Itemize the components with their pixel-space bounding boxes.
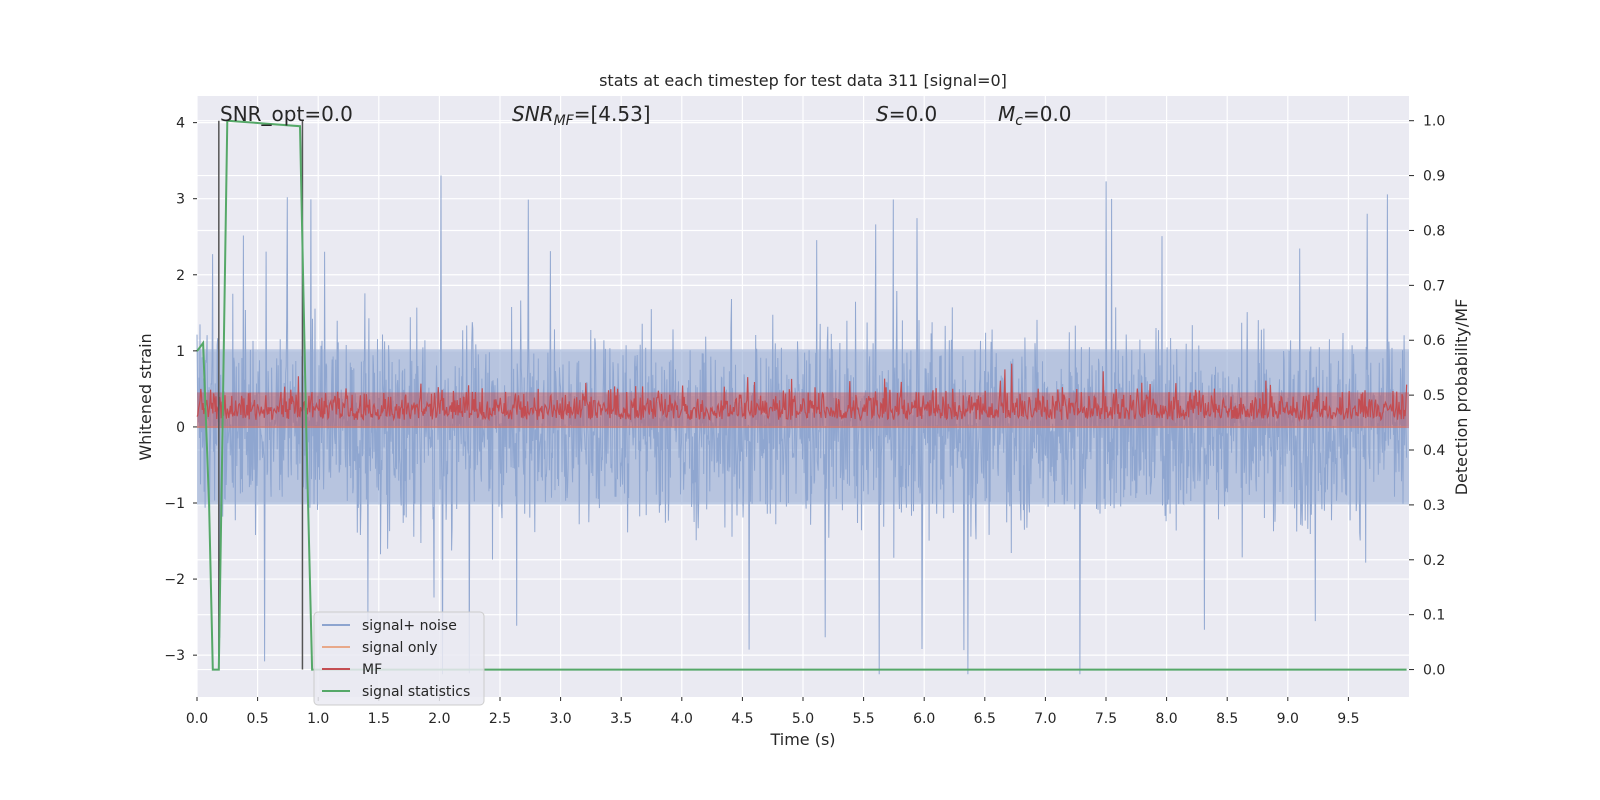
x-tick-label: 5.5 (852, 711, 874, 727)
x-tick-label: 1.5 (368, 711, 390, 727)
y-tick-label: 4 (176, 116, 185, 132)
y2-tick-label: 1.0 (1423, 114, 1445, 130)
s-value: =0.0 (889, 102, 938, 126)
snr-mf-annotation: SNRMF=[4.53] (512, 102, 651, 129)
s-annotation: S=0.0 (876, 102, 937, 126)
x-tick-label: 4.5 (731, 711, 753, 727)
mf-band (197, 392, 1409, 429)
x-ticks: 0.0 0.5 1.0 1.5 2.0 2.5 3.0 3.5 4.0 4.5 5.0 5.5 6.0 6… (186, 697, 1360, 727)
y2-tick-label: 0.1 (1423, 608, 1445, 624)
legend-box (313, 611, 485, 706)
x-tick-label: 7.5 (1095, 711, 1117, 727)
x-tick-label: 5.0 (792, 711, 814, 727)
legend-item-signal-statistics: signal statistics (322, 684, 470, 700)
y-tick-label: −1 (164, 496, 185, 512)
y-tick-label: 1 (176, 344, 185, 360)
x-tick-label: 3.5 (610, 711, 632, 727)
y2-tick-label: 0.7 (1423, 278, 1445, 294)
y2-tick-label: 0.3 (1423, 498, 1445, 514)
x-tick-label: 1.0 (307, 711, 329, 727)
chart-title: stats at each timestep for test data 311… (599, 71, 1007, 90)
annotations: SNR_opt=0.0 SNRMF=[4.53] S=0.0 Mc=0.0 (220, 102, 1072, 129)
y2-tick-label: 0.4 (1423, 443, 1445, 459)
x-tick-label: 6.0 (913, 711, 935, 727)
y2-tick-label: 0.0 (1423, 663, 1445, 679)
legend-label-signal-noise: signal+ noise (362, 618, 457, 634)
legend-label-mf: MF (362, 662, 382, 678)
y-tick-label: 2 (176, 268, 185, 284)
x-tick-label: 6.5 (974, 711, 996, 727)
x-tick-label: 9.5 (1337, 711, 1359, 727)
snr-opt-annotation: SNR_opt=0.0 (220, 102, 353, 126)
x-tick-label: 7.0 (1034, 711, 1056, 727)
legend-item-signal-only: signal only (322, 640, 437, 656)
y-tick-label: −2 (164, 572, 185, 588)
x-tick-label: 8.5 (1216, 711, 1238, 727)
y2-ticks: 0.0 0.1 0.2 0.3 0.4 0.5 0.6 0.7 0.8 0.9 1.0 (1409, 114, 1445, 679)
x-tick-label: 0.0 (186, 711, 208, 727)
snr-mf-value: =[4.53] (574, 102, 651, 126)
x-tick-label: 0.5 (246, 711, 268, 727)
x-tick-label: 8.0 (1155, 711, 1177, 727)
y2-tick-label: 0.8 (1423, 223, 1445, 239)
y2-tick-label: 0.9 (1423, 169, 1445, 185)
legend-item-mf: MF (322, 662, 382, 678)
y-tick-label: 0 (176, 420, 185, 436)
legend-item-signal-noise: signal+ noise (322, 618, 457, 634)
plot-content (196, 119, 1409, 675)
y2-tick-label: 0.5 (1423, 388, 1445, 404)
y-ticks: −3 −2 −1 0 1 2 3 4 (164, 116, 197, 664)
mc-value: =0.0 (1023, 102, 1072, 126)
y2-tick-label: 0.6 (1423, 333, 1445, 349)
y-tick-label: 3 (176, 192, 185, 208)
legend: signal+ noise signal only MF signal stat… (313, 611, 485, 706)
legend-label-signal-only: signal only (362, 640, 437, 656)
y2-axis-label: Detection probability/MF (1452, 299, 1471, 496)
y2-tick-label: 0.2 (1423, 553, 1445, 569)
mf-line (196, 363, 1408, 422)
y-tick-label: −3 (164, 648, 185, 664)
x-tick-label: 2.0 (428, 711, 450, 727)
x-axis-label: Time (s) (769, 730, 835, 749)
y-axis-label: Whitened strain (136, 333, 155, 460)
snr-mf-symbol: SNR (512, 102, 554, 126)
mc-symbol: M (998, 102, 1015, 126)
x-tick-label: 2.5 (489, 711, 511, 727)
signal-statistics-line (196, 119, 1407, 671)
legend-label-signal-statistics: signal statistics (362, 684, 470, 700)
x-tick-label: 4.0 (671, 711, 693, 727)
s-symbol: S (876, 102, 889, 126)
mc-subscript: c (1015, 113, 1023, 129)
snr-mf-subscript: MF (554, 113, 575, 129)
mc-annotation: Mc=0.0 (998, 102, 1072, 129)
x-tick-label: 9.0 (1277, 711, 1299, 727)
x-tick-label: 3.0 (549, 711, 571, 727)
